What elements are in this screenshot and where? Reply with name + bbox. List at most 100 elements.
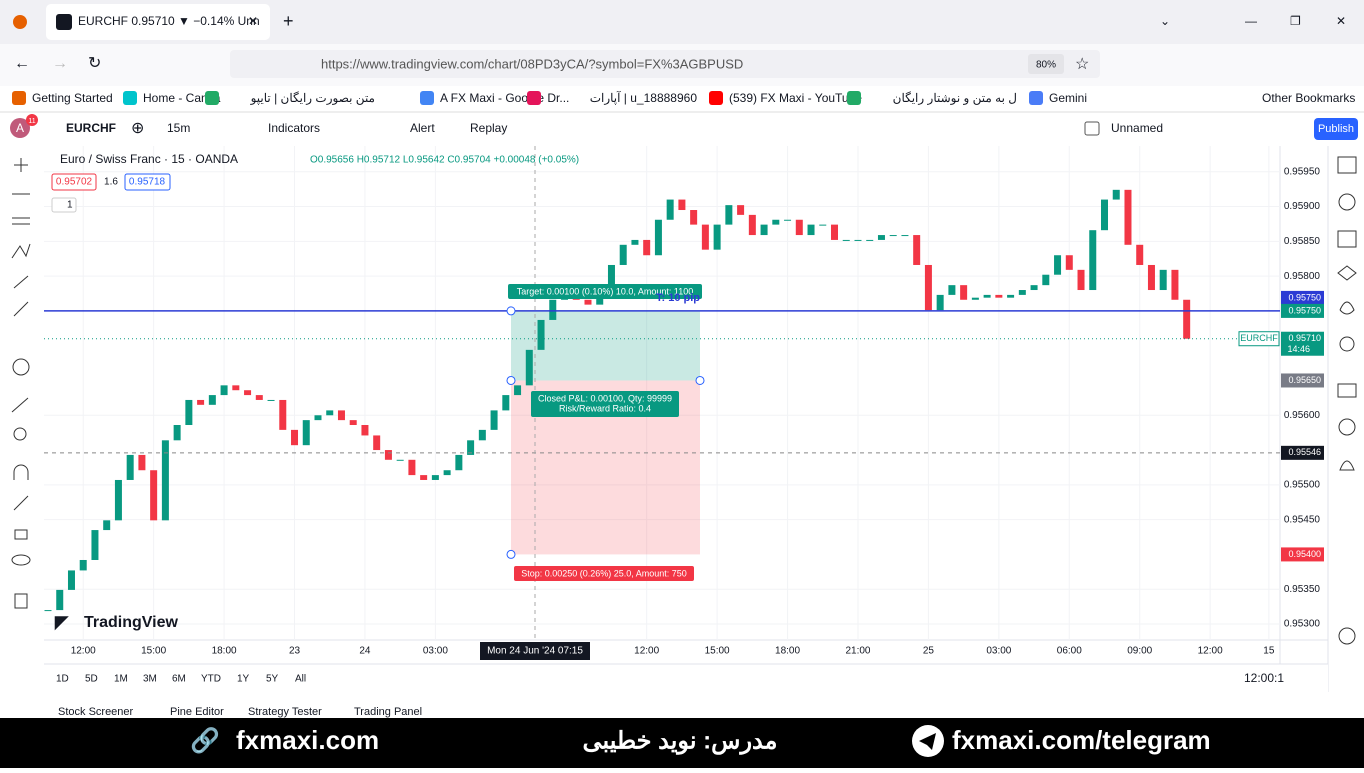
bookmark[interactable]: A FX Maxi - Google Dr... — [440, 91, 569, 105]
candle — [983, 294, 991, 298]
handle[interactable] — [506, 306, 516, 316]
right-widgets[interactable] — [1337, 156, 1357, 645]
url-bar[interactable] — [230, 50, 1100, 78]
handle[interactable] — [506, 549, 516, 559]
candle — [126, 454, 134, 480]
bookmark[interactable]: (539) FX Maxi - YouTube — [729, 91, 862, 105]
x-tick-label: 21:00 — [845, 646, 870, 657]
last-tag-bg — [1281, 331, 1324, 356]
range-button[interactable]: 5Y — [266, 674, 279, 685]
range-button[interactable]: 1M — [114, 674, 128, 685]
indicators[interactable]: Indicators — [268, 121, 320, 135]
candle — [1101, 199, 1109, 231]
range-button[interactable]: All — [295, 674, 306, 685]
bookmark-icon — [123, 91, 137, 105]
bookmark[interactable]: Getting Started — [32, 91, 113, 105]
pnl-bg — [531, 391, 679, 417]
avatar[interactable]: A — [16, 121, 24, 135]
drawing-tools[interactable] — [11, 158, 31, 609]
bottom-tab[interactable]: Trading Panel — [354, 706, 422, 718]
candle — [291, 429, 299, 446]
y-tick-label: 0.95950 — [1284, 166, 1321, 177]
bottom-tab[interactable]: Pine Editor — [170, 706, 224, 718]
candle — [478, 429, 486, 441]
candle — [455, 454, 463, 471]
bookmark[interactable]: Home - Canva — [143, 91, 221, 105]
range-button[interactable]: YTD — [201, 674, 221, 685]
target-note: T: 10 pip — [656, 292, 700, 304]
bookmark-icon — [205, 91, 219, 105]
range-button[interactable]: 3M — [143, 674, 157, 685]
bookmark[interactable]: Gemini — [1049, 91, 1087, 105]
candle — [197, 399, 205, 405]
candle — [490, 410, 498, 430]
range-button[interactable]: 1D — [56, 674, 69, 685]
compare[interactable]: ⊕ — [131, 120, 144, 137]
y-tick-label: 0.95450 — [1284, 514, 1321, 525]
other-bookmarks[interactable]: Other Bookmarks — [1262, 91, 1355, 105]
candle — [725, 205, 733, 225]
handle[interactable] — [506, 375, 516, 385]
collapse[interactable]: 1 — [67, 200, 73, 211]
candle — [314, 415, 322, 421]
candle — [1112, 189, 1120, 200]
range-button[interactable]: 5D — [85, 674, 98, 685]
y-tick-label: 0.95300 — [1284, 619, 1321, 630]
bookmark[interactable]: آپارات | u_18888960 — [590, 90, 698, 105]
candle — [255, 395, 263, 400]
publish-button[interactable] — [1314, 118, 1358, 140]
y-tick-label: 0.95600 — [1284, 410, 1321, 421]
x-tick-label: 18:00 — [775, 646, 800, 657]
footer-site: fxmaxi.com — [236, 725, 379, 755]
candle — [1030, 285, 1038, 291]
candle — [267, 399, 275, 401]
bottom-tab[interactable]: Strategy Tester — [248, 706, 322, 718]
tabs-menu[interactable]: ⌄ — [1160, 14, 1170, 28]
candle — [185, 399, 193, 426]
layout-name[interactable]: Unnamed — [1111, 121, 1163, 135]
tab-close[interactable]: ✕ — [248, 14, 258, 28]
candle — [114, 479, 122, 521]
candle — [373, 435, 381, 451]
candle — [877, 235, 885, 240]
target-tag-bg — [1281, 303, 1324, 318]
bookmark[interactable]: متن بصورت رایگان | تایپو — [250, 91, 375, 105]
candle — [866, 239, 874, 241]
symbol[interactable]: EURCHF — [66, 121, 116, 135]
alert[interactable]: Alert — [410, 121, 435, 135]
y-tick-label: 0.95900 — [1284, 201, 1321, 212]
forward[interactable]: → — [52, 55, 68, 72]
new-tab[interactable]: + — [283, 11, 294, 31]
handle[interactable] — [695, 375, 705, 385]
candle — [842, 239, 850, 241]
bookmark-star[interactable]: ☆ — [1075, 56, 1089, 73]
x-tick-label: 12:00 — [71, 646, 96, 657]
ask[interactable]: 0.95718 — [129, 177, 166, 188]
bid[interactable]: 0.95702 — [56, 177, 93, 188]
restore[interactable]: ❐ — [1290, 14, 1301, 28]
last-time: 14:46 — [1287, 344, 1310, 354]
bottom-tab[interactable]: Stock Screener — [58, 706, 134, 718]
replay[interactable]: Replay — [470, 121, 507, 135]
range-button[interactable]: 1Y — [237, 674, 250, 685]
bookmark-icon — [12, 91, 26, 105]
minimize[interactable]: — — [1245, 14, 1257, 28]
range-button[interactable]: 6M — [172, 674, 186, 685]
crosshair-tag-bg — [1281, 445, 1324, 460]
interval[interactable]: 15m — [167, 121, 190, 135]
stop-tag-bg — [1281, 547, 1324, 562]
close-window[interactable]: ✕ — [1336, 14, 1346, 28]
tab[interactable] — [46, 4, 270, 40]
zoom[interactable]: 80% — [1036, 60, 1056, 71]
entry-tag-bg — [1281, 373, 1324, 388]
x-tick-label: 12:00 — [634, 646, 659, 657]
back[interactable]: ← — [14, 55, 30, 72]
bookmark[interactable]: ل به متن و نوشتار رایگان — [893, 91, 1017, 105]
last-price-tag: 0.95710 — [1288, 333, 1321, 343]
publish[interactable]: Publish — [1318, 123, 1354, 135]
candle — [831, 224, 839, 240]
candle — [936, 294, 944, 311]
x-tick-label: 03:00 — [423, 646, 448, 657]
reload[interactable]: ↻ — [88, 55, 101, 72]
